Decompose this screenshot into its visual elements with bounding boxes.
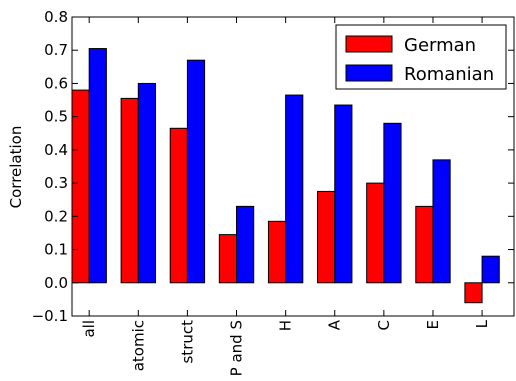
x-tick-label: E: [424, 320, 442, 329]
y-tick-label: 0.6: [44, 74, 68, 92]
x-tick-label: A: [326, 319, 344, 330]
bars-layer: [71, 48, 500, 304]
x-tick-label: H: [277, 320, 295, 331]
bar-german-l: [464, 282, 483, 304]
x-tick-label: atomic: [129, 320, 147, 371]
bar-romanian-c: [383, 122, 402, 284]
bar-romanian-p-and-s: [236, 205, 255, 284]
x-tick-label: all: [80, 320, 98, 338]
bar-german-e: [415, 205, 434, 284]
legend-swatch-romanian: [345, 64, 393, 82]
y-tick-label: 0.0: [44, 274, 68, 292]
bar-romanian-h: [285, 94, 304, 284]
bar-romanian-all: [88, 48, 107, 284]
bar-german-all: [71, 89, 90, 284]
y-tick-label: 0.2: [44, 207, 68, 225]
bar-german-c: [366, 182, 385, 284]
y-tick-label: 0.7: [44, 41, 68, 59]
legend: German Romanian: [335, 24, 507, 90]
bar-german-struct: [169, 127, 188, 284]
x-tick-label: P and S: [228, 320, 246, 376]
y-tick-label: 0.4: [44, 141, 68, 159]
legend-label-german: German: [404, 35, 476, 56]
plot-frame: [71, 16, 515, 317]
legend-label-romanian: Romanian: [404, 64, 494, 85]
y-axis-label: Correlation: [7, 126, 25, 209]
bar-romanian-l: [481, 255, 500, 284]
y-tick-label: 0.3: [44, 174, 68, 192]
bar-german-p-and-s: [218, 234, 238, 284]
x-tick-label: C: [375, 320, 393, 330]
bar-romanian-atomic: [137, 82, 156, 284]
y-tick-label: −0.1: [32, 307, 68, 325]
bar-romanian-e: [432, 159, 451, 284]
y-tick-label: 0.5: [44, 108, 68, 126]
x-tick-label: L: [473, 319, 491, 328]
bar-romanian-struct: [186, 59, 206, 284]
bar-romanian-a: [334, 104, 353, 284]
legend-swatch-german: [345, 35, 393, 53]
bar-german-atomic: [120, 97, 139, 284]
x-tick-label: struct: [178, 320, 196, 364]
bar-german-a: [317, 190, 336, 284]
bar-german-h: [267, 220, 287, 284]
y-tick-label: 0.8: [44, 8, 68, 26]
y-tick-label: 0.1: [44, 241, 68, 259]
ticks-layer: −0.1 0.0 0.1 0.2 0.3 0.4 0.5 0.6 0.7 0.8 all atomic…: [32, 8, 514, 376]
